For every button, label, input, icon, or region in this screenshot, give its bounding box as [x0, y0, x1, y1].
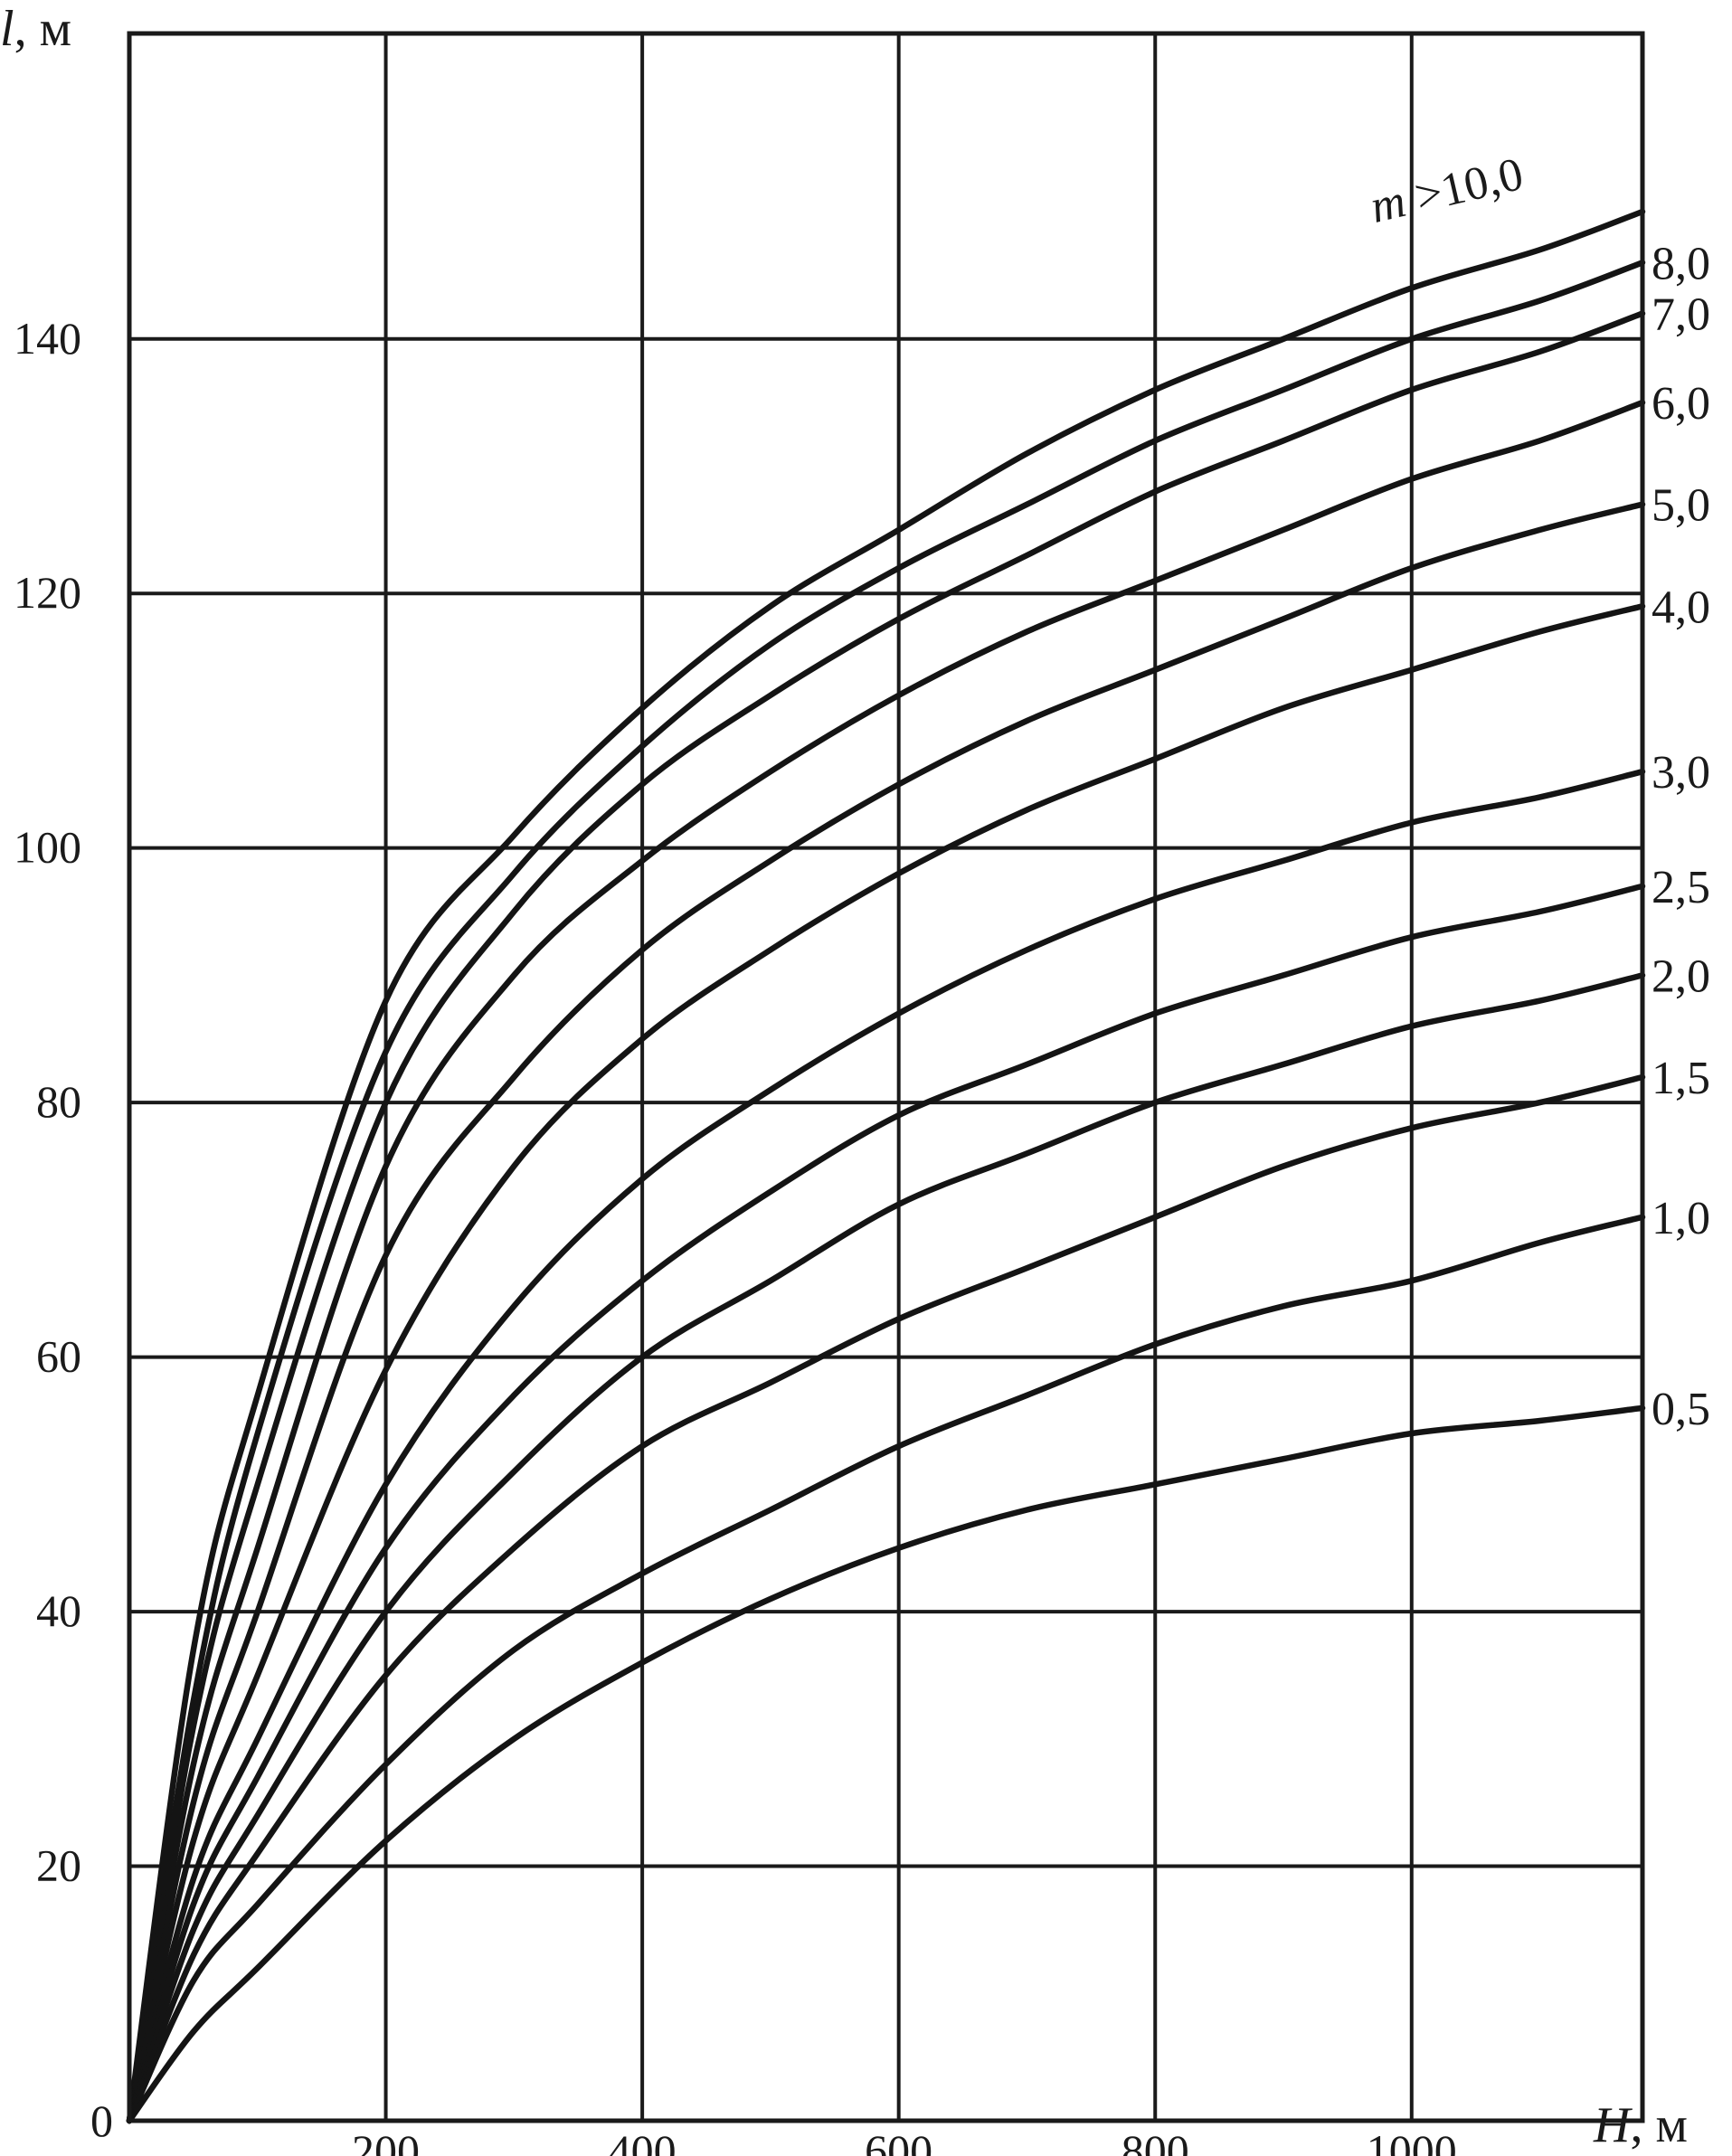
series-label: 0,5	[1652, 1384, 1710, 1435]
y-tick-label: 80	[36, 1076, 81, 1127]
series-line-6	[126, 768, 1646, 2124]
series-label: m >10,0	[1366, 148, 1528, 233]
x-tick-label: 1000	[1367, 2125, 1457, 2156]
series-line-5	[126, 603, 1646, 2124]
series-line-8	[126, 972, 1646, 2124]
series-line-11	[126, 1404, 1646, 2124]
y-tick-label: 140	[14, 313, 81, 364]
x-tick-label: 200	[352, 2125, 420, 2156]
series-line-9	[126, 1073, 1646, 2124]
series-label: 7,0	[1652, 289, 1710, 341]
y-tick-label: 20	[36, 1840, 81, 1891]
series-labels: m >10,0 8,07,0 6,0 5,0 4,0 3,0 2,5 2,0 1,5 1,0 0,5	[1366, 148, 1710, 1435]
x-tick-label: 600	[865, 2125, 932, 2156]
series-line-7	[126, 883, 1646, 2124]
series-label: 2,0	[1652, 950, 1710, 1002]
series-line-2	[126, 310, 1646, 2124]
series-label: 5,0	[1652, 480, 1710, 532]
series-line-0	[126, 208, 1646, 2124]
series-label: 8,0	[1652, 238, 1710, 289]
series-label: 3,0	[1652, 747, 1710, 799]
series-line-3	[126, 399, 1646, 2124]
grid	[129, 33, 1642, 2121]
origin-label: 0	[90, 2095, 113, 2146]
series-line-10	[126, 1214, 1646, 2124]
series-label: 2,5	[1652, 862, 1710, 913]
series-label: 1,0	[1652, 1193, 1710, 1244]
series-label: 6,0	[1652, 378, 1710, 430]
x-tick-label: 400	[609, 2125, 677, 2156]
x-tick-label: 800	[1122, 2125, 1189, 2156]
y-tick-label: 100	[14, 822, 81, 873]
curves	[126, 208, 1646, 2124]
series-line-4	[126, 501, 1646, 2124]
y-tick-label: 120	[14, 567, 81, 618]
plot-frame	[127, 31, 1645, 2123]
series-label: 1,5	[1652, 1053, 1710, 1104]
tick-labels: 200 400 600 800 1000 20 40 60 80 100 120 140	[14, 313, 1457, 2156]
series-label: 4,0	[1652, 582, 1710, 633]
series-line-1	[126, 260, 1646, 2124]
y-tick-label: 60	[36, 1331, 81, 1382]
y-tick-label: 40	[36, 1585, 81, 1636]
x-axis-label: H, м	[1593, 2097, 1688, 2153]
y-axis-label: l, м	[0, 1, 71, 57]
